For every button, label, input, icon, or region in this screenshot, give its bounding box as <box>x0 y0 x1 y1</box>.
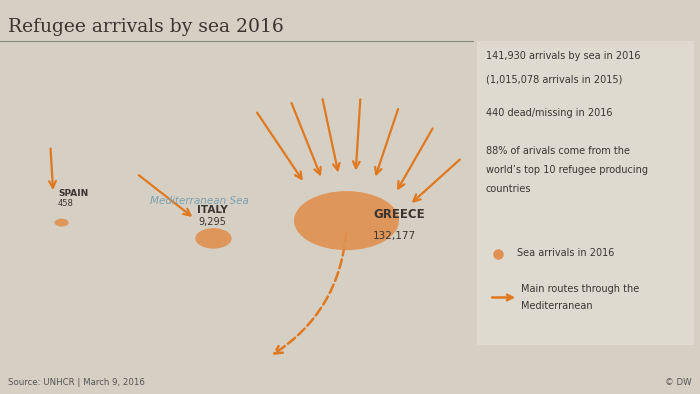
Text: 141,930 arrivals by sea in 2016: 141,930 arrivals by sea in 2016 <box>486 51 640 61</box>
Text: © DW: © DW <box>665 378 692 387</box>
Circle shape <box>195 228 232 249</box>
Text: Mediterranean Sea: Mediterranean Sea <box>150 196 249 206</box>
Text: 132,177: 132,177 <box>373 230 416 241</box>
Text: countries: countries <box>486 184 531 194</box>
Text: Refugee arrivals by sea 2016: Refugee arrivals by sea 2016 <box>8 18 284 36</box>
Text: 440 dead/missing in 2016: 440 dead/missing in 2016 <box>486 108 612 118</box>
FancyBboxPatch shape <box>477 41 694 345</box>
Text: world’s top 10 refugee producing: world’s top 10 refugee producing <box>486 165 648 175</box>
Text: Sea arrivals in 2016: Sea arrivals in 2016 <box>517 248 614 258</box>
Text: 458: 458 <box>58 199 74 208</box>
Text: SPAIN: SPAIN <box>58 189 88 197</box>
Circle shape <box>294 191 399 250</box>
Text: 88% of arivals come from the: 88% of arivals come from the <box>486 146 630 156</box>
Text: (1,015,078 arrivals in 2015): (1,015,078 arrivals in 2015) <box>486 75 622 85</box>
Text: ITALY: ITALY <box>197 205 228 215</box>
Text: Mediterranean: Mediterranean <box>521 301 592 311</box>
Text: 9,295: 9,295 <box>198 217 226 227</box>
Text: Main routes through the: Main routes through the <box>521 284 639 294</box>
Circle shape <box>55 219 69 227</box>
Text: GREECE: GREECE <box>373 208 425 221</box>
Text: Source: UNHCR | March 9, 2016: Source: UNHCR | March 9, 2016 <box>8 378 146 387</box>
